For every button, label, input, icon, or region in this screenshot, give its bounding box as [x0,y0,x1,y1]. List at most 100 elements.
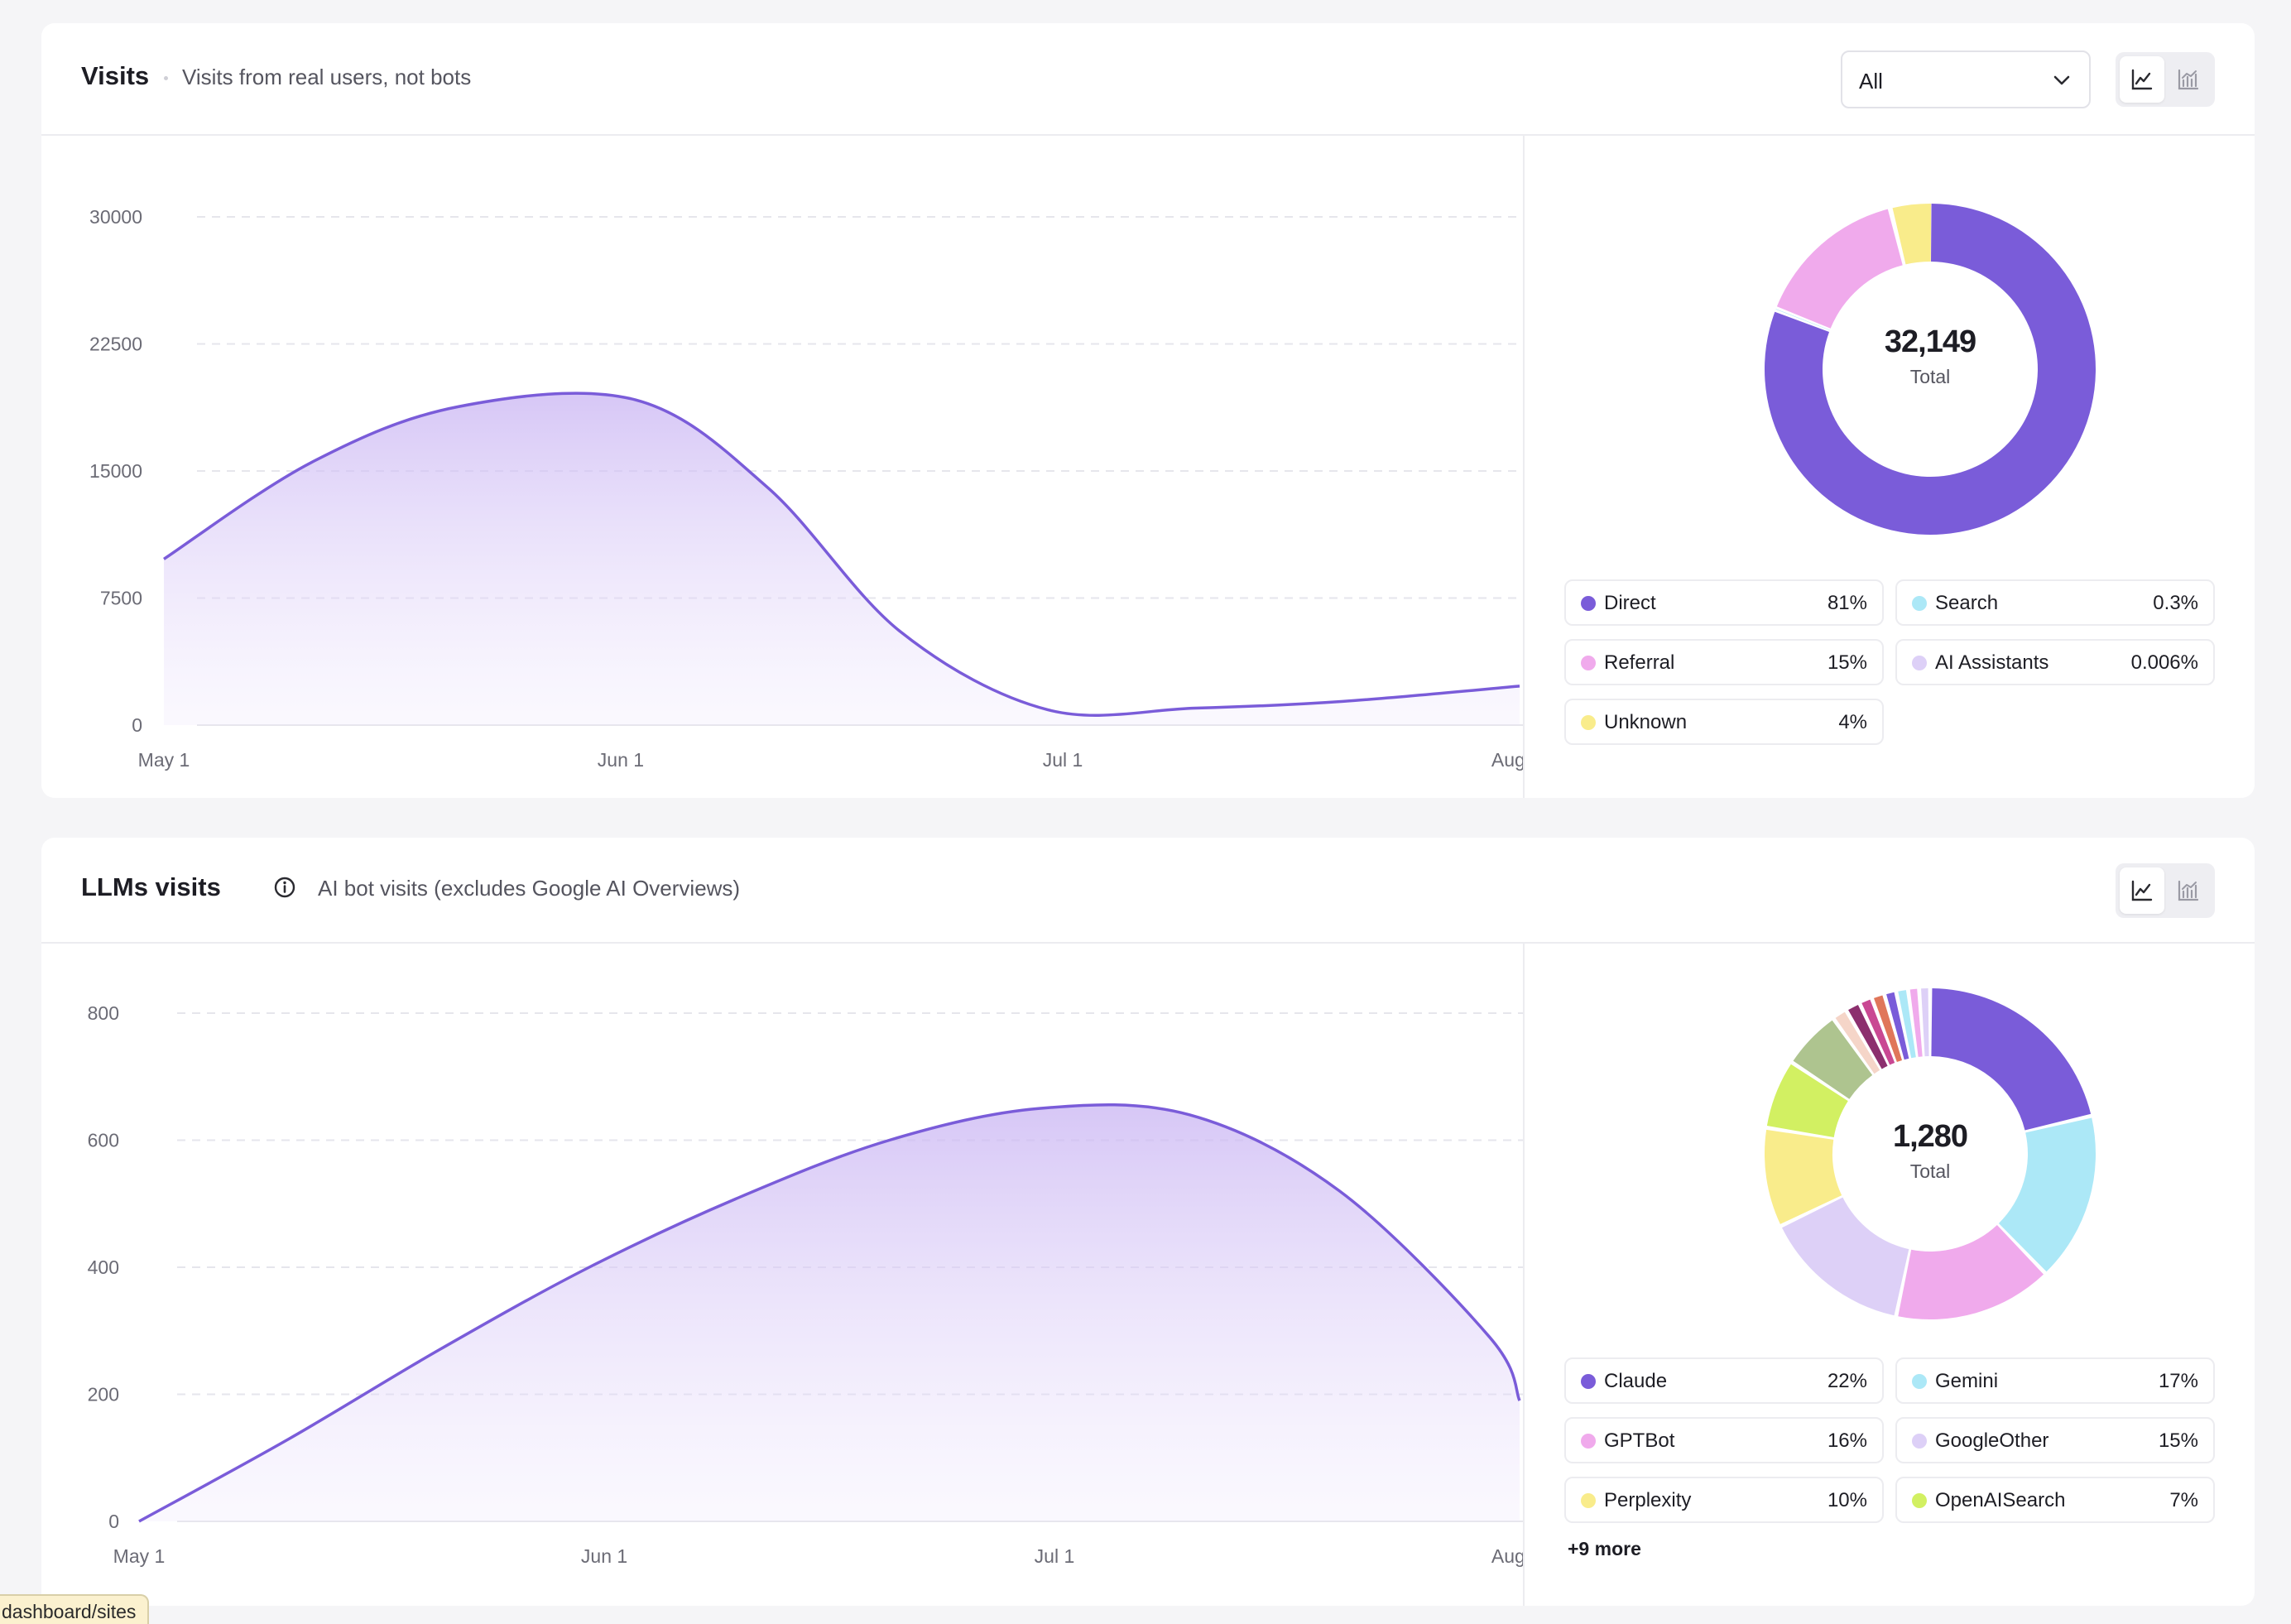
x-tick-label: Jul 1 [1035,1545,1075,1567]
llm-legend-more-link[interactable]: +9 more [1568,1538,1641,1559]
bar-chart-icon [2178,880,2199,901]
visits-donut-total: 32,149 [1884,324,1976,359]
bar-chart-icon [2178,69,2199,90]
donut-slice[interactable] [1909,988,1923,1057]
line-chart-button[interactable] [2120,867,2164,914]
legend-item[interactable]: Search 0.3% [1895,579,2215,626]
legend-color-dot [1912,1374,1927,1389]
legend-color-dot [1912,656,1927,670]
legend-item[interactable]: Claude 22% [1564,1357,1884,1404]
donut-slice[interactable] [1892,204,1932,265]
donut-slice[interactable] [1921,988,1929,1057]
donut-slice[interactable] [1765,1129,1842,1224]
donut-slice[interactable] [1898,1224,2044,1319]
legend-label: Unknown [1604,711,1688,733]
y-tick-label: 22500 [89,334,142,355]
area-fill [164,393,1520,725]
donut-slice[interactable] [1873,995,1902,1063]
legend-value: 81% [1827,592,1867,614]
legend-color-dot [1581,1374,1596,1389]
x-tick-label: Jul 1 [1043,749,1083,771]
llm-donut-total: 1,280 [1892,1119,1968,1154]
legend-label: Perplexity [1604,1489,1692,1511]
llm-visits-header: LLMs visits AI bot visits (excludes Goog… [41,838,2255,944]
donut-slice[interactable] [1765,204,2096,535]
legend-label: Direct [1604,592,1656,614]
line-chart-icon [2131,880,2153,901]
donut-slice[interactable] [1886,992,1909,1060]
area-fill [139,1104,1520,1521]
y-tick-label: 400 [88,1256,119,1278]
legend-value: 22% [1827,1370,1867,1392]
source-filter-value: All [1859,69,1883,94]
legend-item[interactable]: Unknown 4% [1564,699,1884,745]
legend-item[interactable]: GPTBot 16% [1564,1417,1884,1463]
x-tick-label: Aug 1 [1491,1545,1523,1567]
donut-slice[interactable] [1776,209,1903,329]
visits-area-chart: 0 7500 15000 22500 30000 May 1 Jun 1 Jul 1 Aug 1 [89,206,1523,771]
legend-item[interactable]: GoogleOther 15% [1895,1417,2215,1463]
legend-color-dot [1581,596,1596,611]
bar-chart-button[interactable] [2166,867,2211,914]
legend-label: Search [1935,592,1999,614]
legend-label: GoogleOther [1935,1429,2049,1452]
y-tick-label: 7500 [100,588,142,609]
legend-item[interactable]: AI Assistants 0.006% [1895,639,2215,685]
info-icon[interactable] [273,876,296,899]
llm-visits-subtitle: AI bot visits (excludes Google AI Overvi… [318,876,741,901]
legend-value: 0.006% [2130,651,2198,674]
donut-slice[interactable] [1898,990,1916,1059]
source-filter-dropdown[interactable]: All [1841,50,2091,108]
y-tick-label: 800 [88,1002,119,1024]
donut-slice[interactable] [1931,988,2092,1131]
donut-slice[interactable] [1775,309,1830,331]
bar-chart-button[interactable] [2166,56,2211,103]
legend-color-dot [1912,596,1927,611]
legend-item[interactable]: Gemini 17% [1895,1357,2215,1404]
visits-subtitle: Visits from real users, not bots [182,65,472,89]
legend-label: Gemini [1935,1370,1999,1392]
x-tick-label: Jun 1 [598,749,644,771]
donut-slice[interactable] [1848,1004,1888,1069]
x-tick-label: Aug 1 [1491,749,1523,771]
y-tick-label: 30000 [89,206,142,228]
llm-visits-card: LLMs visits AI bot visits (excludes Goog… [41,838,2255,1606]
visits-header: Visits Visits from real users, not bots … [41,23,2255,136]
legend-value: 4% [1838,711,1867,733]
donut-slice[interactable] [1998,1117,2096,1272]
legend-item[interactable]: Referral 15% [1564,639,1884,685]
status-url-tooltip: dashboard/sites [0,1594,150,1624]
legend-label: OpenAISearch [1935,1489,2066,1511]
donut-slice[interactable] [1766,1064,1848,1137]
legend-value: 10% [1827,1489,1867,1511]
donut-slice[interactable] [1793,1020,1873,1099]
llm-visits-donut-chart [1765,988,2096,1319]
legend-label: Referral [1604,651,1675,674]
visits-card: Visits Visits from real users, not bots … [41,23,2255,798]
donut-slice[interactable] [1861,999,1895,1065]
line-chart-button[interactable] [2120,56,2164,103]
llm-donut-total-label: Total [1909,1160,1951,1182]
llm-panel-divider [1523,944,1525,1606]
legend-value: 7% [2169,1489,2198,1511]
visits-chart-type-toggle [2116,52,2215,107]
donut-slice[interactable] [1835,1011,1880,1074]
legend-color-dot [1581,656,1596,670]
legend-label: AI Assistants [1935,651,2049,674]
legend-color-dot [1581,1493,1596,1508]
y-tick-label: 600 [88,1130,119,1151]
chevron-down-icon [2053,75,2070,85]
visits-donut-chart [1765,204,2096,535]
visits-title: Visits [81,61,150,90]
legend-value: 16% [1827,1429,1867,1452]
legend-value: 15% [1827,651,1867,674]
legend-item[interactable]: OpenAISearch 7% [1895,1477,2215,1523]
legend-label: Claude [1604,1370,1668,1392]
visits-donut-total-label: Total [1909,366,1951,387]
donut-slice[interactable] [1782,1197,1909,1316]
legend-item[interactable]: Perplexity 10% [1564,1477,1884,1523]
legend-value: 0.3% [2153,592,2198,614]
legend-item[interactable]: Direct 81% [1564,579,1884,626]
legend-color-dot [1581,715,1596,730]
legend-color-dot [1581,1434,1596,1449]
